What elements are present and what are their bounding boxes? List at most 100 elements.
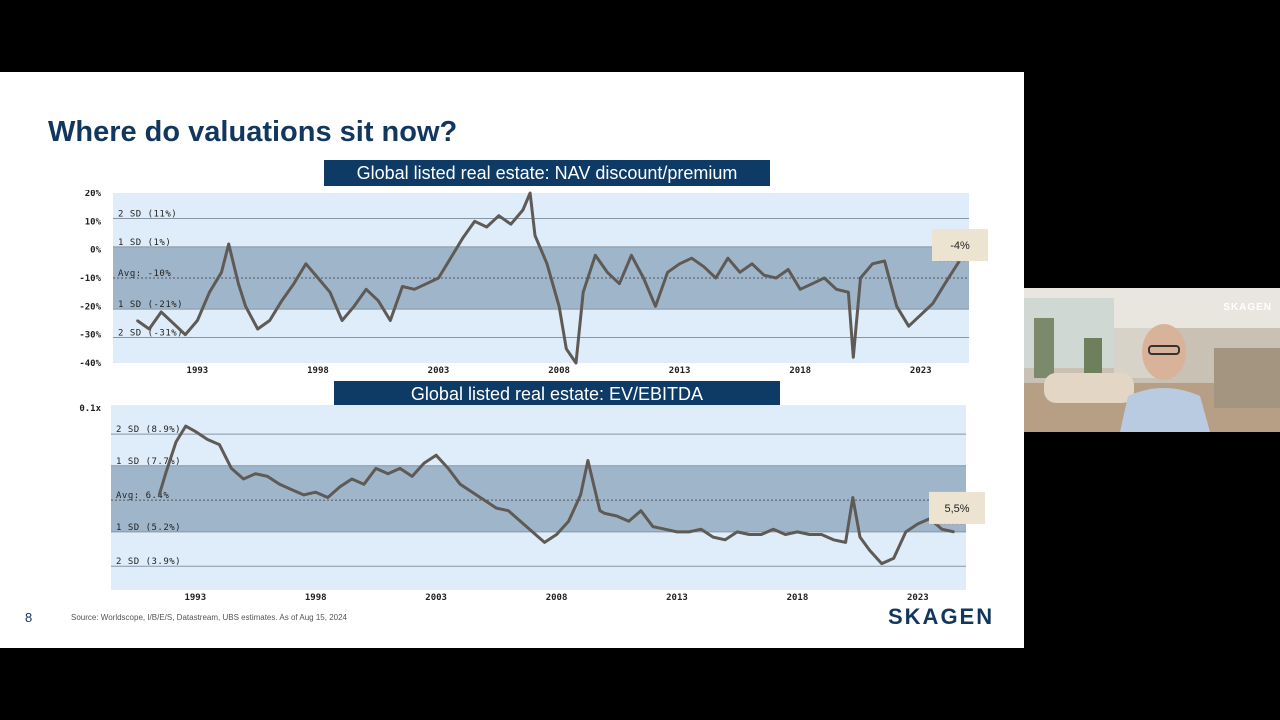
data-point <box>268 319 271 322</box>
data-point <box>399 467 402 470</box>
data-point <box>329 291 332 294</box>
data-point <box>726 257 729 260</box>
current-value-label: -4% <box>950 240 970 252</box>
nav-discount-chart: 2 SD (11%) 1 SD (1%) Avg: -10% 1 SD (-21%) 2… <box>79 190 988 375</box>
x-tick-label: 2018 <box>787 593 809 602</box>
data-point <box>724 538 727 541</box>
data-point <box>832 538 835 541</box>
data-point <box>521 209 524 211</box>
data-point <box>160 311 163 313</box>
data-point <box>218 443 221 446</box>
sd-label-1: 1 SD (1%) <box>118 238 171 248</box>
data-point <box>603 512 606 515</box>
x-tick-label: 2013 <box>666 593 688 602</box>
data-point <box>326 496 329 499</box>
sd-label-2: Avg: -10% <box>118 269 171 279</box>
data-point <box>712 536 715 539</box>
x-tick-label: 1998 <box>307 366 329 375</box>
data-point <box>196 319 199 322</box>
data-point <box>266 475 269 478</box>
data-point <box>148 328 151 330</box>
series-line <box>157 424 955 566</box>
chart-title-ev-ebitda: Global listed real estate: EV/EBITDA <box>334 381 780 407</box>
data-point <box>630 254 633 257</box>
data-point <box>844 541 847 544</box>
data-point <box>823 277 826 279</box>
data-point <box>459 483 462 486</box>
sd-label-3: 1 SD (-21%) <box>118 300 183 310</box>
data-point <box>627 520 630 523</box>
sd-label-3: 1 SD (5.2%) <box>116 523 181 533</box>
data-point <box>290 488 293 491</box>
data-point <box>642 277 645 279</box>
data-point <box>411 475 414 478</box>
data-point <box>579 493 582 496</box>
data-point <box>582 291 585 294</box>
data-point <box>919 313 922 316</box>
data-point <box>206 438 209 441</box>
data-point <box>799 288 802 291</box>
data-point <box>471 491 474 494</box>
data-point <box>847 291 850 294</box>
data-point <box>666 271 669 274</box>
data-point <box>859 277 862 279</box>
skagen-logo: SKAGEN <box>888 604 995 629</box>
x-tick-label: 1993 <box>187 366 209 375</box>
data-point <box>194 430 197 433</box>
data-point <box>497 214 500 217</box>
y-tick-label: -30% <box>79 331 101 341</box>
sd-label-0: 2 SD (8.9%) <box>116 425 181 435</box>
data-point <box>615 515 618 517</box>
data-point <box>350 478 353 480</box>
data-point <box>184 425 187 428</box>
sd-label-4: 2 SD (-31%) <box>118 329 183 339</box>
x-tick-label: 1998 <box>305 593 327 602</box>
data-point <box>871 262 874 265</box>
data-point <box>158 493 161 496</box>
data-point <box>437 277 440 279</box>
data-point <box>852 356 855 359</box>
y-tick-label: 0.1x <box>79 404 101 414</box>
data-point <box>943 282 946 285</box>
data-point <box>531 530 534 533</box>
data-point <box>543 541 546 544</box>
data-point <box>546 262 549 265</box>
data-point <box>413 288 416 291</box>
data-point <box>952 530 955 533</box>
data-point <box>374 467 377 470</box>
data-point <box>675 530 678 533</box>
data-point <box>811 282 814 285</box>
data-point <box>495 507 498 510</box>
data-point <box>256 328 259 330</box>
data-point <box>220 271 223 274</box>
data-point <box>507 509 510 512</box>
data-point <box>639 509 642 512</box>
sd-label-0: 2 SD (11%) <box>118 210 177 220</box>
data-point <box>316 277 319 279</box>
data-point <box>618 282 621 285</box>
data-point <box>136 319 139 322</box>
data-point <box>278 483 281 486</box>
data-point <box>425 282 428 285</box>
source-note: Source: Worldscope, I/B/E/S, Datastream,… <box>71 613 347 622</box>
current-value-label: 5,5% <box>944 503 969 515</box>
x-tick-label: 2008 <box>546 593 568 602</box>
data-point <box>654 305 657 308</box>
data-point <box>230 467 233 470</box>
sd-label-2: Avg: 6.4% <box>116 491 169 501</box>
data-point <box>447 467 450 470</box>
data-point <box>835 288 838 291</box>
webcam-scene <box>1024 288 1280 432</box>
data-point <box>292 282 295 285</box>
data-point <box>565 347 568 350</box>
data-point <box>651 525 654 528</box>
data-point <box>787 268 790 271</box>
data-point <box>280 299 283 302</box>
x-tick-label: 2018 <box>789 366 811 375</box>
y-tick-label: -20% <box>79 302 101 312</box>
data-point <box>175 441 178 443</box>
data-point <box>401 285 404 288</box>
sd-label-1: 1 SD (7.7%) <box>116 457 181 467</box>
data-point <box>377 299 380 302</box>
data-point <box>700 528 703 531</box>
